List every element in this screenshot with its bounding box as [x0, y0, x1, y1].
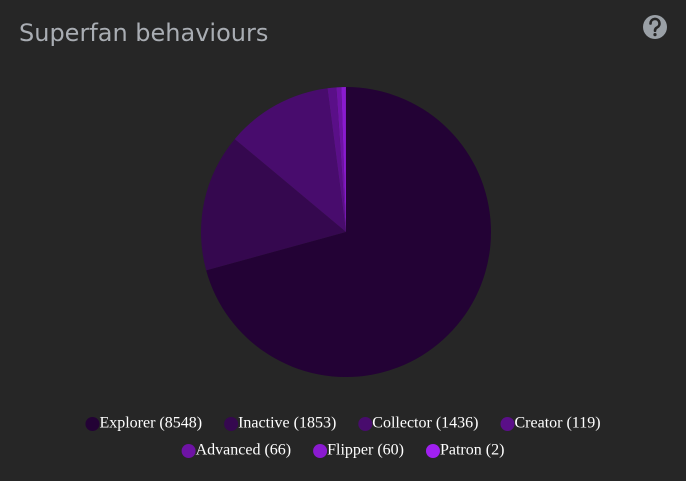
pie-slice[interactable]: [234, 88, 346, 233]
legend-label: Explorer (8548): [99, 415, 202, 432]
legend-swatch: [313, 444, 328, 458]
legend-swatch: [85, 417, 100, 431]
legend-item[interactable]: Creator (119): [500, 415, 601, 432]
pie-slice[interactable]: [201, 139, 346, 271]
legend-item[interactable]: Patron (2): [425, 442, 504, 459]
legend-item[interactable]: Flipper (60): [313, 442, 404, 459]
legend-swatch: [224, 417, 239, 431]
legend-label: Creator (119): [514, 415, 600, 432]
legend-item[interactable]: Inactive (1853): [224, 415, 336, 432]
legend-label: Flipper (60): [327, 442, 404, 459]
pie-slice[interactable]: [327, 87, 346, 233]
legend-swatch: [425, 444, 440, 458]
help-icon[interactable]: [643, 15, 667, 39]
chart-title: Superfan behaviours: [19, 19, 268, 47]
legend-label: Inactive (1853): [238, 415, 336, 432]
pie-slice[interactable]: [341, 87, 346, 232]
legend-item[interactable]: Collector (1436): [358, 415, 478, 432]
legend-label: Patron (2): [440, 442, 504, 459]
legend-label: Advanced (66): [196, 442, 292, 459]
pie-slice[interactable]: [206, 87, 491, 377]
legend-item[interactable]: Explorer (8548): [85, 415, 202, 432]
legend-swatch: [181, 444, 196, 458]
legend-swatch: [358, 417, 373, 431]
legend-swatch: [500, 417, 515, 431]
legend: Explorer (8548) Inactive (1853) Collector …: [85, 415, 601, 459]
legend-label: Collector (1436): [372, 415, 478, 432]
pie-slice[interactable]: [336, 87, 346, 232]
pie: [201, 87, 491, 377]
legend-item[interactable]: Advanced (66): [181, 442, 292, 459]
